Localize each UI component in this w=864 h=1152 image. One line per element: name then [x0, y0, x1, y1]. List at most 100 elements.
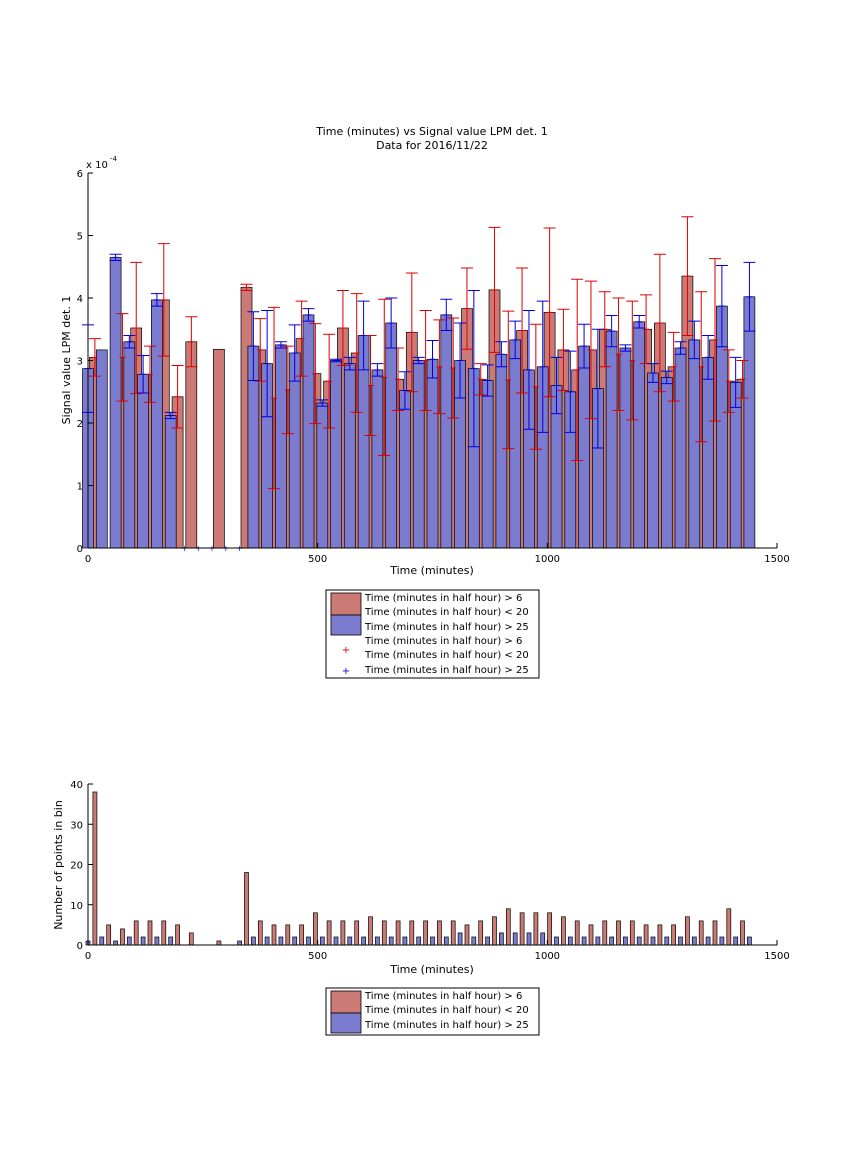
chart1-bar-s1-15 [288, 352, 301, 549]
chart1-errorbar-s0-15 [336, 290, 349, 366]
chart2-bar-s0-30 [533, 912, 539, 946]
chart2-ytick-label-1: 10 [70, 901, 83, 912]
chart2-ytick-label-4: 40 [70, 780, 83, 791]
chart1-errorbar-s1-39 [619, 344, 632, 352]
chart1-errorbar-s0-26 [488, 226, 501, 353]
chart1-errorbar-s1-44 [688, 320, 701, 360]
chart2-bar-s1-17 [347, 936, 353, 946]
chart1-bar-s1-38 [605, 330, 618, 549]
chart2-bar-s0-27 [492, 916, 497, 946]
chart1-bar-s1-2 [109, 257, 122, 549]
chart2-bar-s1-11 [264, 936, 270, 946]
chart2-bar-s1-22 [416, 936, 422, 946]
chart1-errorbar-s1-24 [412, 356, 425, 365]
chart1-legend-entry-3: Time (minutes in half hour) > 25 [364, 622, 529, 633]
chart1-errorbar-s0-5 [171, 365, 184, 429]
chart2-bar-s0-45 [740, 920, 745, 946]
chart1-errorbar-s0-33 [584, 280, 597, 420]
chart1-errorbar-s0-22 [433, 319, 446, 415]
chart1-errorbar-s0-25 [474, 363, 487, 396]
chart1-errorbar-s1-15 [288, 324, 301, 382]
chart2-legend-entry-1: Time (minutes in half hour) > 6 [364, 991, 522, 1002]
chart1-bar-s1-26 [440, 314, 453, 549]
chart2-bar-s1-46 [747, 936, 752, 946]
chart1-legend-entry-1: Time (minutes in half hour) > 6 [364, 593, 522, 604]
chart1-bar-s1-17 [316, 402, 329, 549]
chart2-bar-s0-37 [629, 920, 635, 946]
chart1-errorbar-s1-37 [591, 328, 604, 449]
chart1-errorbar-s1-14 [274, 341, 287, 349]
chart2-ytick-label-0: 0 [77, 941, 83, 952]
chart1-errorbar-s1-29 [481, 364, 494, 397]
chart2-bar-s1-43 [705, 936, 711, 946]
chart1-errorbar-s0-16 [350, 293, 363, 413]
chart1-errorbar-s1-41 [646, 363, 659, 383]
chart1-errorbar-s1-46 [715, 265, 728, 348]
chart2-bar-s0-18 [368, 916, 373, 946]
chart2-bar-s0-4 [147, 920, 153, 946]
chart2-bar-s1-33 [567, 936, 573, 946]
chart1-errorbar-s1-31 [509, 320, 522, 360]
chart1-errorbar-s0-40 [681, 216, 694, 336]
chart1-bar-s1-19 [343, 363, 356, 549]
chart2-bar-s1-18 [361, 936, 366, 946]
chart1-bar-s1-3 [123, 341, 136, 549]
chart2-bar-s0-41 [685, 916, 690, 946]
chart2-bar-s0-23 [437, 920, 442, 946]
chart1-ytick-label-5: 5 [77, 232, 83, 243]
chart1-ticks: 0 500 1000 1500 0 1 2 3 4 5 6 [77, 169, 790, 565]
chart1-bar-s1-25 [426, 358, 439, 549]
chart2-bar-s0-12 [285, 924, 291, 946]
chart2-legend-swatch-red [330, 990, 362, 1014]
chart1-errorbar-s1-38 [605, 315, 618, 348]
chart2-xtick-label-1: 500 [308, 951, 327, 962]
chart2-legend-box [325, 987, 540, 1036]
chart2-bar-s1-5 [154, 936, 160, 946]
chart1-errorbar-s1-16 [302, 308, 315, 322]
chart2-bar-s0-0 [92, 791, 98, 946]
chart1-bar-s1-23 [399, 390, 411, 549]
chart2-bar-s1-38 [636, 936, 642, 946]
chart1-errorbar-s0-30 [543, 227, 556, 398]
chart1-errorbar-s1-22 [385, 297, 398, 349]
chart2-bar-s0-16 [340, 920, 346, 946]
chart2-bar-s1-20 [388, 936, 394, 946]
chart1-errorbar-s1-42 [660, 370, 673, 385]
chart1-errorbar-s1-20 [357, 300, 370, 371]
chart1-errorbar-s0-0 [88, 338, 101, 377]
chart2-bar-s1-12 [278, 936, 284, 946]
chart2-bar-s0-38 [643, 924, 649, 946]
chart2-bar-s1-30 [526, 932, 532, 946]
chart1-legend-red-marker: + [342, 645, 350, 656]
chart2-bar-s0-9 [244, 872, 249, 946]
chart1-errorbar-s1-19 [343, 356, 356, 371]
chart2-bar-s0-22 [423, 920, 428, 946]
chart1-errorbar-s1-28 [467, 290, 480, 448]
chart2-bar-s0-43 [712, 920, 718, 946]
chart2-ytick-label-3: 30 [70, 820, 83, 831]
chart1-errorbar-s0-41 [695, 291, 708, 443]
chart1-y-exponent-base: x 10 [86, 160, 108, 171]
chart1-errorbar-s1-4 [137, 355, 150, 394]
chart1-errorbar-s1-45 [702, 335, 715, 380]
chart1-xtick-label-3: 1500 [764, 554, 789, 565]
chart2-bar-s0-8 [216, 940, 222, 946]
chart1-y-label: Signal value LPM det. 1 [60, 296, 73, 425]
chart1-errorbar-s0-2 [130, 261, 143, 395]
chart1-errorbar-s0-29 [529, 323, 542, 450]
chart1-errorbar-s0-10 [268, 306, 281, 490]
chart1-ytick-label-1: 1 [77, 482, 83, 493]
chart1-bar-s1-41 [647, 372, 659, 549]
chart1-xtick-label-1: 500 [308, 554, 327, 565]
chart2-bar-s1-37 [623, 936, 628, 946]
chart2-bar-s1-45 [733, 936, 739, 946]
chart1-bar-s1-5 [151, 299, 163, 549]
chart1-bar-s1-48 [743, 296, 756, 549]
chart2-bar-s0-42 [698, 920, 704, 946]
chart1-errorbar-s1-48 [743, 261, 756, 332]
chart2-bar-s1-40 [664, 936, 670, 946]
chart1-errorbar-s0-1 [116, 313, 129, 402]
chart2-xtick-label-0: 0 [85, 951, 91, 962]
chart2-bar-s0-35 [602, 920, 608, 946]
chart2-bar-s0-40 [671, 924, 676, 946]
